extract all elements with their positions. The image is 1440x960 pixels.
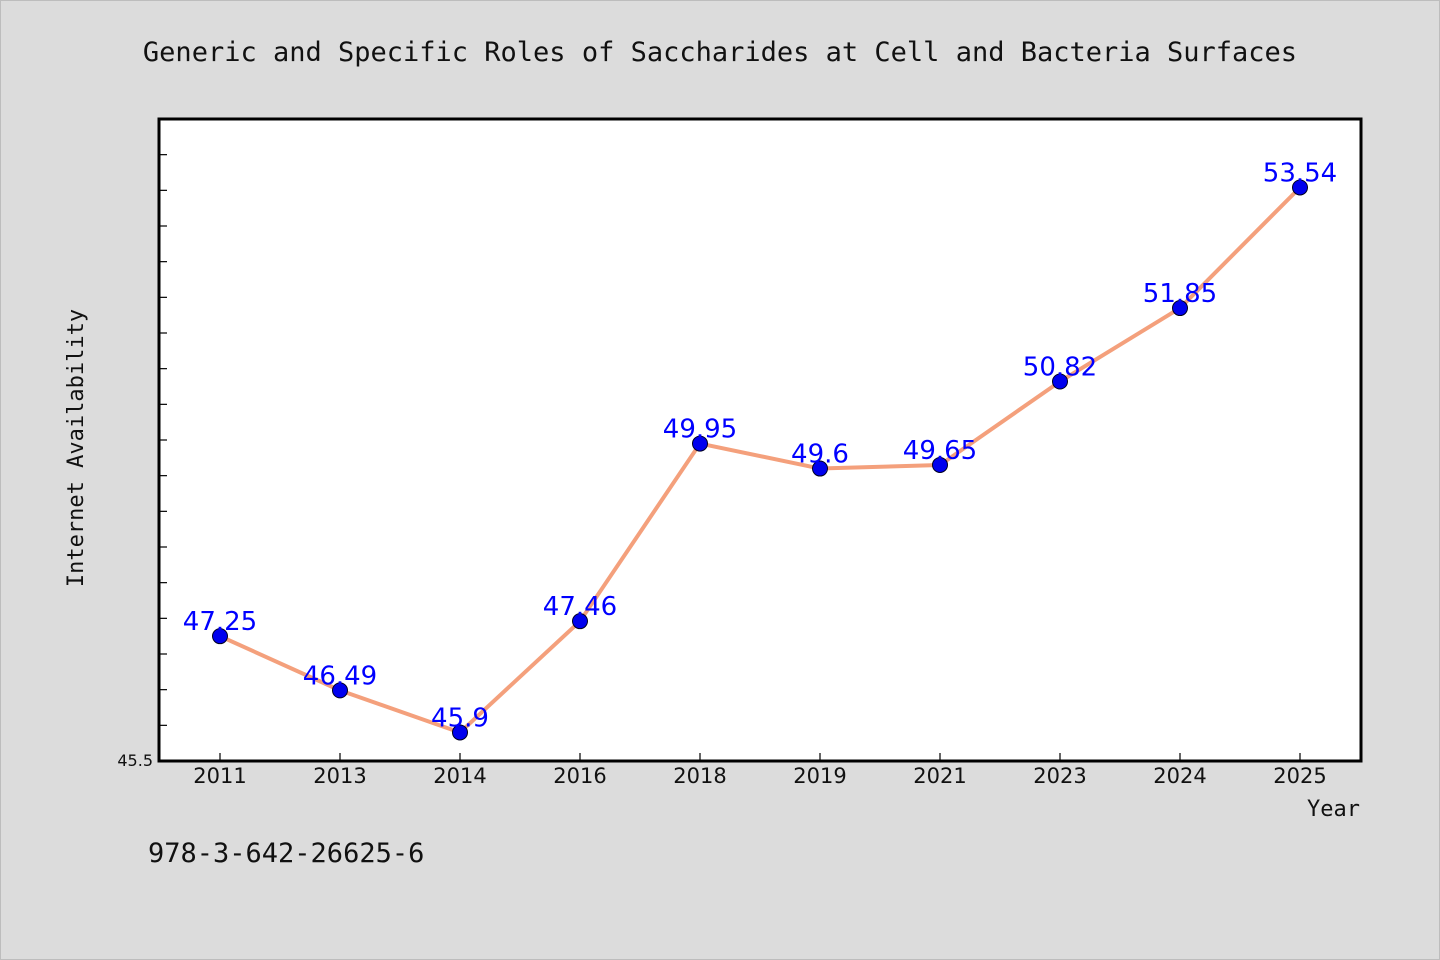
data-label: 49.6	[791, 440, 849, 470]
plot-area	[157, 117, 1363, 763]
x-tick-label: 2024	[1153, 764, 1206, 788]
data-label: 49.95	[663, 415, 737, 445]
data-point-marker	[1292, 179, 1308, 196]
data-point-marker	[212, 628, 228, 645]
chart-title: Generic and Specific Roles of Saccharide…	[143, 37, 1297, 68]
x-axis-label: Year	[1307, 797, 1360, 822]
x-tick-label: 2021	[913, 764, 966, 788]
x-tick-label: 2018	[673, 764, 726, 788]
x-tick-label: 2014	[433, 764, 486, 788]
data-label: 50.82	[1023, 353, 1097, 383]
data-point-marker	[1052, 373, 1068, 390]
series-line	[218, 185, 1302, 735]
x-axis-ticks: 2011 2013 2014 2016 2018 2019 2021 2023 2024 2025	[193, 753, 1327, 788]
data-label: 45.9	[431, 703, 489, 733]
y-axis-ticks	[159, 154, 167, 726]
data-point-marker	[692, 435, 708, 452]
data-label: 49.65	[903, 436, 977, 466]
x-tick-label: 2019	[793, 764, 846, 788]
x-tick-label: 2025	[1273, 764, 1326, 788]
data-label: 46.49	[303, 661, 377, 691]
data-label: 51.85	[1143, 279, 1217, 309]
data-point-marker	[332, 682, 348, 699]
data-label: 47.25	[183, 607, 257, 637]
x-tick-label: 2011	[193, 764, 246, 788]
data-point-marker	[1172, 300, 1188, 317]
x-tick-label: 2013	[313, 764, 366, 788]
series-layer: 47.25 46.49 45.9 47.46 49.95 49.6 49.65 50.82 51…	[183, 158, 1337, 741]
isbn-footer: 978-3-642-26625-6	[148, 838, 424, 869]
y-axis-label: Internet Availability	[64, 309, 89, 587]
x-tick-label: 2023	[1033, 764, 1086, 788]
x-tick-label: 2016	[553, 764, 606, 788]
data-point-marker	[452, 724, 468, 741]
data-point-marker	[812, 460, 828, 477]
data-point-marker	[932, 456, 948, 473]
data-label: 47.46	[543, 592, 617, 622]
data-point-marker	[572, 613, 588, 630]
data-label: 53.54	[1263, 158, 1337, 188]
y-axis-min-label: 45.5	[117, 751, 153, 770]
